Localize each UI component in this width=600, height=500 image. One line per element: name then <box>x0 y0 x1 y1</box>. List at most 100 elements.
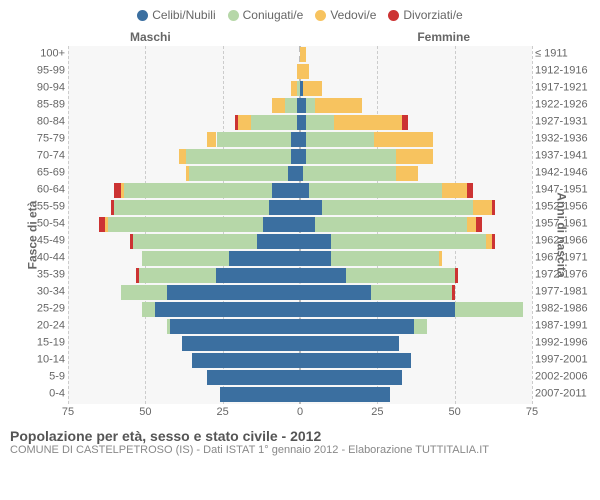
age-label: 15-19 <box>10 338 65 349</box>
x-tick: 50 <box>139 406 151 418</box>
pyramid-row <box>68 131 532 148</box>
bar-segment <box>142 302 154 317</box>
chart-subtitle: COMUNE DI CASTELPETROSO (IS) - Dati ISTA… <box>10 444 590 456</box>
age-label: 35-39 <box>10 270 65 281</box>
age-label: 70-74 <box>10 151 65 162</box>
legend-item: Celibi/Nubili <box>137 8 215 22</box>
pyramid-row <box>68 318 532 335</box>
pyramid-row <box>68 182 532 199</box>
bar-segment <box>121 183 124 198</box>
birth-label: 1967-1971 <box>535 253 590 264</box>
age-label: 40-44 <box>10 253 65 264</box>
birth-label: ≤ 1911 <box>535 49 590 60</box>
bar-segment <box>192 353 300 368</box>
legend-swatch <box>137 10 148 21</box>
pyramid-row <box>68 301 532 318</box>
bar-segment <box>467 183 473 198</box>
age-label: 100+ <box>10 49 65 60</box>
bar-segment <box>257 234 300 249</box>
age-label: 80-84 <box>10 117 65 128</box>
x-tick: 75 <box>62 406 74 418</box>
bar-segment <box>300 353 411 368</box>
age-label: 45-49 <box>10 236 65 247</box>
bar-segment <box>306 115 334 130</box>
bar-segment <box>414 319 426 334</box>
bar-segment <box>300 200 322 215</box>
bar-segment <box>108 217 263 232</box>
female-header: Femmine <box>417 30 470 44</box>
age-label: 75-79 <box>10 134 65 145</box>
bar-segment <box>139 268 216 283</box>
legend: Celibi/NubiliConiugati/eVedovi/eDivorzia… <box>10 8 590 24</box>
plot: Fasce di età Anni di nascita 100+95-9990… <box>10 46 590 424</box>
pyramid-row <box>68 216 532 233</box>
bar-segment <box>217 132 291 147</box>
bar-segment <box>291 132 300 147</box>
bar-segment <box>235 115 238 130</box>
age-label: 25-29 <box>10 304 65 315</box>
age-label: 30-34 <box>10 287 65 298</box>
age-label: 55-59 <box>10 202 65 213</box>
birth-label: 2002-2006 <box>535 372 590 383</box>
bar-segment <box>121 285 167 300</box>
bar-segment <box>306 149 396 164</box>
age-label: 50-54 <box>10 219 65 230</box>
bar-segment <box>315 98 361 113</box>
bar-segment <box>229 251 300 266</box>
pyramid-row <box>68 114 532 131</box>
footer: Popolazione per età, sesso e stato civil… <box>0 424 600 456</box>
bar-segment <box>272 183 300 198</box>
bar-segment <box>374 132 433 147</box>
birth-label: 1917-1921 <box>535 83 590 94</box>
bar-segment <box>331 234 486 249</box>
bar-segment <box>300 217 315 232</box>
bar-segment <box>300 302 455 317</box>
birth-label: 1962-1966 <box>535 236 590 247</box>
x-tick: 25 <box>217 406 229 418</box>
bar-segment <box>334 115 402 130</box>
birth-label: 1972-1976 <box>535 270 590 281</box>
birth-label: 1932-1936 <box>535 134 590 145</box>
bar-segment <box>455 302 523 317</box>
birth-label: 1952-1956 <box>535 202 590 213</box>
bar-segment <box>186 166 189 181</box>
birth-label: 1927-1931 <box>535 117 590 128</box>
bar-segment <box>492 234 495 249</box>
bar-segment <box>170 319 300 334</box>
bar-segment <box>455 268 458 283</box>
pyramid-row <box>68 46 532 63</box>
bar-segment <box>300 64 309 79</box>
bar-segment <box>167 319 170 334</box>
bar-segment <box>189 166 288 181</box>
bar-segment <box>300 47 306 62</box>
bar-segment <box>306 98 315 113</box>
pyramid-row <box>68 233 532 250</box>
bar-segment <box>291 81 297 96</box>
legend-label: Coniugati/e <box>243 8 304 22</box>
plot-area <box>68 46 532 404</box>
bar-segment <box>300 285 371 300</box>
bar-segment <box>130 234 133 249</box>
bar-segment <box>291 149 300 164</box>
bar-segment <box>179 149 185 164</box>
pyramid-row <box>68 352 532 369</box>
pyramid-row <box>68 369 532 386</box>
bar-segment <box>114 200 269 215</box>
bar-segment <box>300 268 346 283</box>
age-label: 65-69 <box>10 168 65 179</box>
birth-label: 1957-1961 <box>535 219 590 230</box>
bar-segment <box>492 200 495 215</box>
age-label: 0-4 <box>10 389 65 400</box>
bar-segment <box>300 251 331 266</box>
bar-segment <box>114 183 120 198</box>
bar-segment <box>402 115 408 130</box>
bar-segment <box>396 149 433 164</box>
birth-label: 1912-1916 <box>535 66 590 77</box>
birth-label: 1922-1926 <box>535 100 590 111</box>
bar-segment <box>111 200 114 215</box>
bar-segment <box>105 217 108 232</box>
bar-segment <box>207 370 300 385</box>
pyramid-row <box>68 267 532 284</box>
birth-label: 1937-1941 <box>535 151 590 162</box>
pyramid-row <box>68 97 532 114</box>
